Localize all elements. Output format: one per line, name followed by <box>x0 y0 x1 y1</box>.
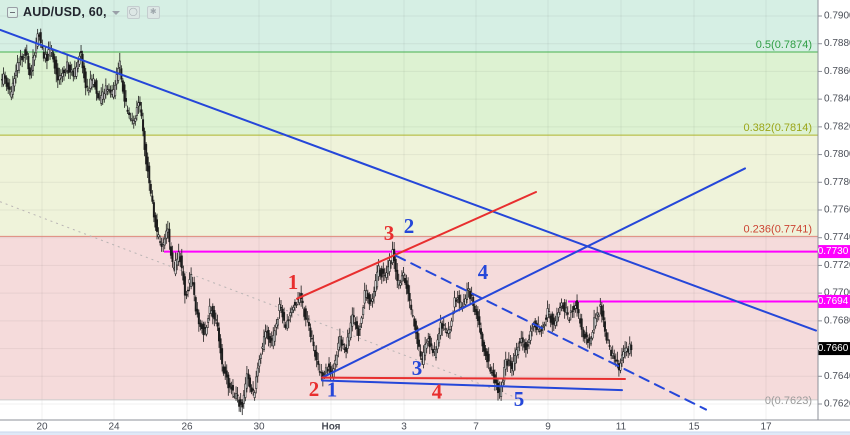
wave-label[interactable]: 3 <box>384 221 395 245</box>
fib-level-label: 0(0.7623) <box>765 395 812 407</box>
collapse-icon[interactable] <box>7 6 18 18</box>
screenshot-icon[interactable]: ◯ <box>126 5 140 19</box>
minus-glyph <box>10 11 15 13</box>
time-tick-label: 11 <box>616 422 627 433</box>
time-tick-label: 9 <box>545 422 551 433</box>
price-badge <box>818 294 850 308</box>
time-axis[interactable]: 20 24 26 30 Ноя 3 7 9 11 15 17 <box>36 422 772 433</box>
blue-flat-trendline[interactable] <box>321 379 623 392</box>
bottom-panel-edge <box>0 432 850 435</box>
price-badge <box>818 342 850 356</box>
wave-label[interactable]: 5 <box>514 387 525 411</box>
wave-label[interactable]: 1 <box>327 377 338 401</box>
wave-label[interactable]: 3 <box>412 356 423 380</box>
time-tick-label: 26 <box>181 422 193 433</box>
fib-zone <box>0 135 818 237</box>
wave-label[interactable]: 1 <box>288 270 299 294</box>
fib-level-label: 0.382(0.7814) <box>744 122 813 134</box>
time-tick-label: 3 <box>401 422 407 433</box>
chevron-down-icon[interactable] <box>111 11 120 15</box>
price-tick-label: 0.7620 <box>824 399 850 410</box>
price-badge-label: 0.7730 <box>818 246 849 257</box>
fib-level-label: 0.236(0.7741) <box>744 223 813 235</box>
wave-label[interactable]: 4 <box>478 260 489 284</box>
time-tick-label: 20 <box>36 422 48 433</box>
wave-label[interactable]: 4 <box>432 380 443 404</box>
time-tick-label: 30 <box>253 422 265 433</box>
time-tick-label: 15 <box>688 422 700 433</box>
symbol-title[interactable]: AUD/USD, 60, <box>23 5 107 19</box>
wave-label[interactable]: 2 <box>309 377 320 401</box>
price-badge-label: 0.7660 <box>818 343 849 354</box>
long-descending-trendline[interactable] <box>0 28 817 332</box>
price-badge-label: 0.7694 <box>818 296 849 307</box>
fib-level-label: 0.5(0.7874) <box>756 39 812 51</box>
time-tick-label: Ноя <box>321 422 340 433</box>
red-impulse-trendline[interactable] <box>296 190 537 300</box>
fib-zone <box>0 52 818 136</box>
time-tick-label: 17 <box>760 422 772 433</box>
ascending-trendline[interactable] <box>321 167 746 379</box>
time-tick-label: 7 <box>473 422 479 433</box>
wave-label[interactable]: 2 <box>404 214 415 238</box>
time-tick-label: 24 <box>108 422 120 433</box>
fib-zone <box>0 236 818 400</box>
symbol-legend: AUD/USD, 60, ◯ ✱ <box>7 5 160 19</box>
price-badge <box>818 245 850 259</box>
dashed-projection-line[interactable] <box>395 254 707 411</box>
grid <box>0 0 818 420</box>
red-flat-trendline[interactable] <box>321 376 626 381</box>
gear-icon[interactable]: ✱ <box>146 5 160 19</box>
